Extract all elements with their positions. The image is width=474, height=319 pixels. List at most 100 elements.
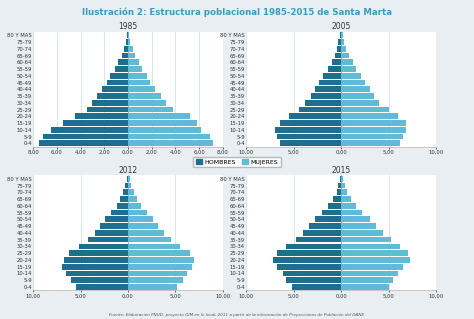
Bar: [296, 237, 341, 242]
Bar: [286, 243, 341, 249]
Bar: [88, 237, 128, 242]
Bar: [128, 203, 141, 209]
Bar: [309, 223, 341, 229]
Bar: [76, 284, 128, 290]
Bar: [100, 223, 128, 229]
Bar: [128, 93, 161, 99]
Bar: [127, 33, 128, 38]
Bar: [305, 100, 341, 106]
Bar: [128, 107, 173, 113]
Bar: [280, 120, 341, 126]
Bar: [128, 277, 183, 283]
Bar: [128, 223, 158, 229]
Bar: [341, 66, 356, 72]
Bar: [341, 140, 400, 146]
Bar: [337, 189, 341, 195]
Bar: [341, 86, 370, 92]
Bar: [71, 277, 128, 283]
Bar: [283, 271, 341, 276]
Bar: [341, 264, 403, 270]
Bar: [117, 203, 128, 209]
Bar: [107, 80, 128, 85]
Bar: [341, 271, 398, 276]
Bar: [328, 203, 341, 209]
Bar: [69, 250, 128, 256]
Bar: [64, 257, 128, 263]
Title: 2005: 2005: [332, 22, 351, 31]
Bar: [338, 39, 341, 45]
Bar: [341, 183, 345, 189]
Bar: [311, 93, 341, 99]
Bar: [75, 114, 128, 119]
Bar: [79, 243, 128, 249]
Title: 1985: 1985: [118, 22, 137, 31]
Bar: [105, 217, 128, 222]
Bar: [51, 127, 128, 133]
Bar: [66, 271, 128, 276]
Bar: [128, 243, 180, 249]
Text: Ilustración 2: Estructura poblacional 1985-2015 de Santa Marta: Ilustración 2: Estructura poblacional 19…: [82, 8, 392, 18]
Bar: [128, 284, 177, 290]
Bar: [128, 53, 135, 58]
Bar: [341, 46, 346, 52]
Bar: [128, 134, 210, 139]
Bar: [128, 86, 155, 92]
Bar: [315, 217, 341, 222]
Bar: [323, 73, 341, 79]
Bar: [341, 257, 410, 263]
Title: 2012: 2012: [118, 166, 137, 175]
Bar: [62, 264, 128, 270]
Bar: [303, 230, 341, 236]
Bar: [328, 66, 341, 72]
Bar: [299, 107, 341, 113]
Bar: [341, 277, 393, 283]
Bar: [124, 46, 128, 52]
Bar: [128, 210, 147, 215]
Bar: [125, 183, 128, 189]
Bar: [341, 120, 406, 126]
Bar: [128, 250, 190, 256]
Bar: [341, 73, 361, 79]
Legend: HOMBRES, MUJERES: HOMBRES, MUJERES: [193, 157, 281, 167]
Bar: [86, 107, 128, 113]
Bar: [111, 210, 128, 215]
Bar: [43, 134, 128, 139]
Bar: [341, 127, 406, 133]
Bar: [128, 176, 130, 182]
Bar: [280, 140, 341, 146]
Bar: [335, 53, 341, 58]
Bar: [128, 80, 150, 85]
Bar: [341, 223, 376, 229]
Bar: [128, 217, 153, 222]
Bar: [338, 183, 341, 189]
Bar: [341, 134, 403, 139]
Bar: [277, 250, 341, 256]
Bar: [341, 53, 349, 58]
Bar: [95, 230, 128, 236]
Bar: [122, 53, 128, 58]
Bar: [332, 59, 341, 65]
Bar: [341, 33, 343, 38]
Bar: [128, 120, 197, 126]
Bar: [341, 107, 389, 113]
Title: 2015: 2015: [332, 166, 351, 175]
Bar: [128, 196, 137, 202]
Bar: [128, 39, 130, 45]
Bar: [110, 73, 128, 79]
Bar: [341, 176, 343, 182]
Bar: [128, 237, 171, 242]
Bar: [341, 230, 383, 236]
Bar: [63, 120, 128, 126]
Bar: [275, 127, 341, 133]
Bar: [319, 80, 341, 85]
Bar: [341, 284, 389, 290]
Bar: [341, 100, 379, 106]
Bar: [128, 46, 133, 52]
Bar: [128, 33, 129, 38]
Bar: [341, 250, 408, 256]
Bar: [341, 217, 370, 222]
Bar: [115, 66, 128, 72]
Bar: [128, 183, 131, 189]
Bar: [123, 189, 128, 195]
Bar: [128, 66, 142, 72]
